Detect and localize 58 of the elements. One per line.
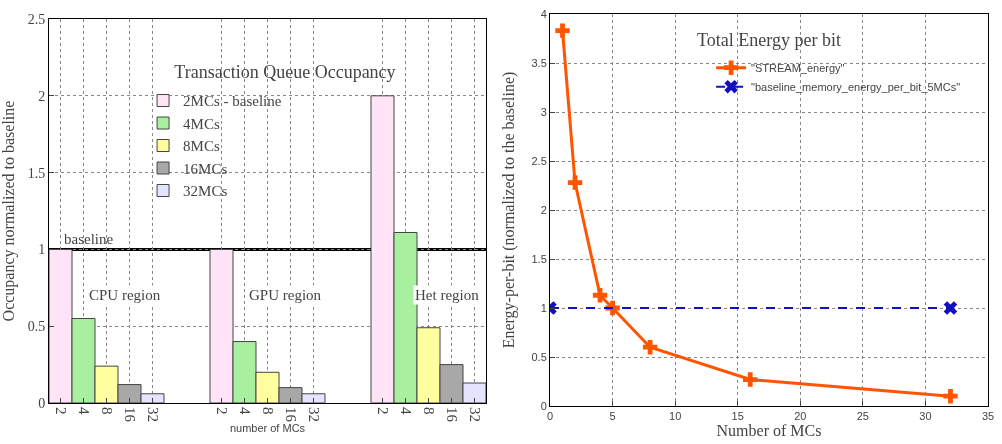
x-tick-label: 30 xyxy=(919,410,932,423)
point xyxy=(555,23,570,38)
y-tick-label: 2.5 xyxy=(27,11,46,27)
y-tick-label: 2.5 xyxy=(531,154,547,167)
x-tick-label: 32 xyxy=(144,407,161,422)
legend-label: 8MCs xyxy=(183,138,220,155)
y-tick-label: 4 xyxy=(540,7,547,20)
x-tick-label: 25 xyxy=(856,410,869,423)
x-axis-title: Number of MCs xyxy=(716,422,822,440)
x-tick-label: 16 xyxy=(282,407,299,423)
y-tick-label: 1 xyxy=(540,301,547,314)
x-tick-label: 5 xyxy=(609,410,616,423)
ref-line-label: baseline xyxy=(64,231,114,247)
y-tick-label: 1 xyxy=(38,242,46,258)
y-tick-label: 0.5 xyxy=(27,319,46,335)
point xyxy=(642,340,658,355)
text: Transaction Queue Occupancy xyxy=(174,61,396,82)
x-tick-label: 10 xyxy=(669,410,682,423)
x-axis-title: number of MCs xyxy=(229,422,306,435)
y-tick-label: 1.5 xyxy=(531,252,547,265)
y-tick-label: 0.5 xyxy=(531,350,547,363)
y-tick-label: 2 xyxy=(540,203,547,216)
point xyxy=(943,389,958,404)
x-tick-label: 15 xyxy=(731,410,744,423)
point xyxy=(567,175,583,190)
legend-label: 16MCs xyxy=(183,160,228,177)
annotation: Het region xyxy=(415,287,480,303)
legend-label: 32MCs xyxy=(183,183,228,200)
legend-label: "STREAM_energy" xyxy=(751,61,845,74)
x-tick-label: 2 xyxy=(52,407,69,415)
y-axis-title: Energy-per-bit (normalized to the baseline) xyxy=(500,71,518,349)
x-tick-label: 4 xyxy=(75,407,92,415)
x-tick-label: 8 xyxy=(259,407,276,415)
y-tick-label: 3 xyxy=(540,105,547,118)
x-tick-label: 2 xyxy=(213,407,230,415)
annotation: GPU region xyxy=(249,287,322,303)
point xyxy=(592,288,608,303)
text: Total Energy per bit xyxy=(697,30,841,51)
y-tick-label: 2 xyxy=(38,88,46,104)
x-tick-label: 16 xyxy=(443,407,460,423)
annotation: CPU region xyxy=(89,287,161,303)
x-tick-label: 35 xyxy=(981,410,995,423)
point xyxy=(743,372,758,387)
y-axis-title: Occupancy normalized to baseline xyxy=(0,100,18,322)
legend-label: 2MCs - baseline xyxy=(183,93,282,110)
x-tick-label: 32 xyxy=(466,407,483,422)
x-tick-label: 20 xyxy=(794,410,807,423)
x-tick-label: 32 xyxy=(305,407,322,422)
x-tick-label: 16 xyxy=(121,407,138,423)
y-tick-label: 3.5 xyxy=(531,56,547,69)
legend-label: 4MCs xyxy=(183,115,220,132)
x-tick-label: 8 xyxy=(98,407,115,415)
x-tick-label: 8 xyxy=(420,407,437,415)
y-tick-label: 1.5 xyxy=(27,165,46,181)
legend-label: "baseline_memory_energy_per_bit_5MCs" xyxy=(751,80,961,93)
x-tick-label: 2 xyxy=(374,407,391,415)
x-tick-label: 4 xyxy=(397,407,414,415)
x-tick-label: 4 xyxy=(236,407,253,415)
